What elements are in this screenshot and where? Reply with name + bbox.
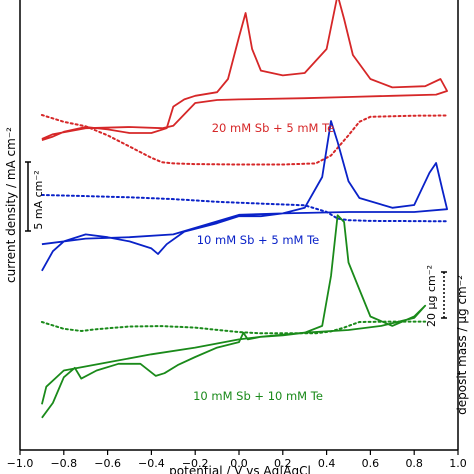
x-tick-label: 0.0: [230, 457, 248, 470]
series-labels: 20 mM Sb + 5 mM Te 10 mM Sb + 5 mM Te 10 m…: [193, 121, 334, 403]
mass-scale-bar: 20 µg cm⁻²: [425, 265, 447, 327]
curve-1-label: 20 mM Sb + 5 mM Te: [212, 121, 335, 135]
curve-2-label: 10 mM Sb + 5 mM Te: [197, 233, 320, 247]
curve-2-mass-line: [40, 194, 449, 223]
x-tick-label: 0.4: [318, 457, 336, 470]
x-tick-label: 0.6: [362, 457, 380, 470]
curve-3-current-line: [41, 214, 427, 419]
curve-1-mass-line: [40, 114, 449, 166]
curve-2: [40, 120, 449, 272]
x-tick-label: −0.4: [138, 457, 165, 470]
x-tick-label: −0.8: [50, 457, 77, 470]
curve-3: [40, 214, 427, 419]
curve-1-current-line: [41, 0, 448, 142]
current-scale-bar-label: 5 mA cm⁻²: [32, 170, 45, 229]
y-axis-label-right: deposit mass / µg cm⁻²: [455, 275, 469, 415]
mass-scale-bar-label: 20 µg cm⁻²: [425, 265, 438, 327]
curve-3-label: 10 mM Sb + 10 mM Te: [193, 389, 323, 403]
x-ticks: −1.0 −0.8 −0.6 −0.4 −0.2 0.0 0.2 0.4 0.6 0.8 1.0: [7, 450, 467, 470]
x-tick-label: −1.0: [7, 457, 34, 470]
x-tick-label: −0.2: [182, 457, 209, 470]
current-scale-bar: 5 mA cm⁻²: [25, 161, 45, 232]
x-tick-label: 0.2: [274, 457, 292, 470]
y-axis-label-left: current density / mA cm⁻²: [4, 127, 18, 283]
x-tick-label: −0.6: [94, 457, 121, 470]
x-tick-label: 1.0: [449, 457, 467, 470]
curve-2-current-line: [41, 120, 448, 272]
x-tick-label: 0.8: [405, 457, 423, 470]
curve-1: [40, 0, 449, 166]
x-axis-label: potential / V vs Ag|AgCl: [169, 464, 311, 474]
curves-layer: [40, 0, 449, 419]
axes: −1.0 −0.8 −0.6 −0.4 −0.2 0.0 0.2 0.4 0.6 0.8 1.0 p…: [4, 0, 469, 474]
curve-3-mass-line: [40, 320, 427, 335]
